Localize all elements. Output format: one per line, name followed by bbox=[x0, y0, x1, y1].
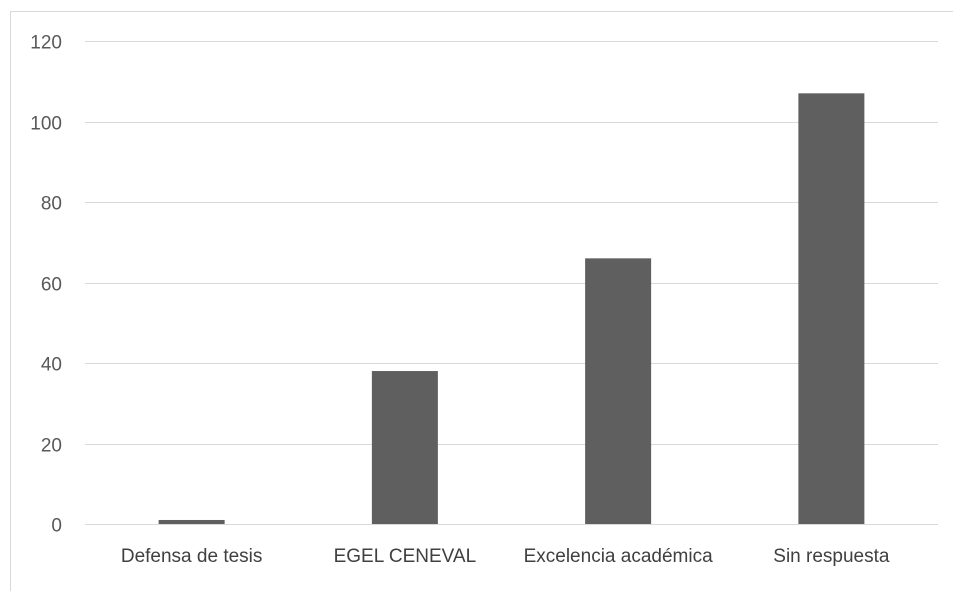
x-tick-label: Excelencia académica bbox=[524, 546, 713, 567]
bar-sin-respuesta bbox=[798, 93, 865, 524]
bar-excelencia-acad-mica bbox=[585, 258, 652, 524]
y-tick-label: 0 bbox=[51, 516, 62, 537]
y-tick-label: 40 bbox=[41, 355, 62, 376]
bar-egel-ceneval bbox=[371, 371, 438, 524]
chart-frame bbox=[10, 11, 953, 591]
y-tick-label: 120 bbox=[30, 33, 62, 54]
y-tick-label: 20 bbox=[41, 436, 62, 457]
gridlines bbox=[85, 41, 938, 525]
x-tick-label: Sin respuesta bbox=[773, 546, 890, 567]
x-tick-label: Defensa de tesis bbox=[121, 546, 263, 567]
y-tick-label: 100 bbox=[30, 114, 62, 135]
y-axis-ticks: 0 20 40 60 80 100 120 bbox=[30, 33, 62, 537]
x-tick-label: EGEL CENEVAL bbox=[334, 546, 477, 567]
bar-defensa-de-tesis bbox=[158, 519, 225, 524]
x-axis-labels: Defensa de tesis EGEL CENEVAL Excelencia a… bbox=[121, 546, 890, 567]
y-tick-label: 80 bbox=[41, 194, 62, 215]
bar-chart: 0 20 40 60 80 100 120 Defensa de tesis EGEL CEN… bbox=[30, 33, 938, 567]
bars bbox=[158, 93, 865, 524]
y-tick-label: 60 bbox=[41, 275, 62, 296]
